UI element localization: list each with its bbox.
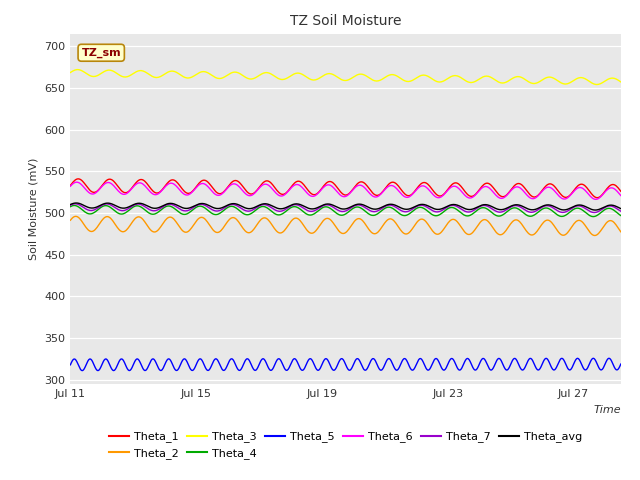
Theta_5 (209, 360, 217, 365)
Theta_6 (317, 188, 324, 194)
Title: TZ Soil Moisture: TZ Soil Moisture (290, 14, 401, 28)
Theta_7 (482, 203, 490, 208)
Theta_3 (482, 73, 490, 79)
Theta_7 (590, 210, 598, 216)
Theta_7 (435, 209, 443, 215)
Theta_3 (209, 73, 217, 79)
Theta_2 (165, 215, 173, 220)
Theta_6 (617, 192, 625, 198)
Theta_4 (67, 204, 74, 210)
Theta_3 (317, 75, 324, 81)
Legend: Theta_1, Theta_2, Theta_3, Theta_4, Theta_5, Theta_6, Theta_7, Theta_avg: Theta_1, Theta_2, Theta_3, Theta_4, Thet… (106, 428, 586, 462)
Theta_avg (317, 204, 324, 209)
Theta_avg (591, 207, 599, 213)
Theta_5 (435, 359, 443, 365)
Line: Theta_2: Theta_2 (70, 216, 621, 236)
Theta_avg (209, 204, 217, 210)
Theta_6 (482, 184, 490, 190)
Line: Theta_5: Theta_5 (70, 358, 621, 371)
Theta_2 (209, 227, 217, 232)
Theta_avg (435, 206, 443, 212)
Theta_1 (593, 195, 601, 201)
Theta_1 (67, 182, 74, 188)
Theta_7 (165, 201, 173, 207)
Theta_7 (617, 208, 625, 214)
Theta_1 (75, 176, 83, 182)
Theta_6 (67, 183, 74, 189)
Theta_3 (392, 72, 399, 78)
Theta_1 (482, 180, 490, 186)
Theta_2 (317, 222, 324, 228)
Theta_3 (165, 69, 173, 75)
Theta_1 (617, 188, 625, 194)
Line: Theta_4: Theta_4 (70, 205, 621, 216)
Theta_3 (67, 70, 74, 75)
Theta_avg (392, 203, 399, 208)
Theta_5 (67, 362, 74, 368)
Theta_2 (72, 214, 80, 219)
Theta_3 (617, 79, 625, 85)
Line: Theta_6: Theta_6 (70, 182, 621, 199)
Theta_5 (317, 365, 324, 371)
Line: Theta_1: Theta_1 (70, 179, 621, 198)
Theta_4 (435, 212, 443, 218)
Theta_6 (165, 181, 173, 187)
Theta_6 (592, 196, 600, 202)
Theta_6 (392, 185, 399, 191)
Theta_avg (72, 200, 80, 206)
Theta_2 (67, 217, 74, 223)
Y-axis label: Soil Moisture (mV): Soil Moisture (mV) (29, 157, 39, 260)
Theta_6 (209, 189, 217, 195)
Theta_2 (482, 217, 490, 223)
Line: Theta_avg: Theta_avg (70, 203, 621, 210)
Theta_6 (73, 180, 81, 185)
Theta_1 (165, 179, 173, 185)
Theta_4 (392, 208, 399, 214)
Theta_4 (70, 203, 78, 208)
Theta_5 (392, 367, 399, 372)
Theta_avg (67, 202, 74, 207)
Theta_3 (435, 79, 443, 85)
Text: Time: Time (593, 405, 621, 415)
Line: Theta_3: Theta_3 (70, 70, 621, 84)
Theta_2 (392, 220, 399, 226)
Theta_4 (165, 203, 173, 209)
Theta_4 (589, 214, 597, 219)
Theta_4 (209, 211, 217, 217)
Theta_2 (617, 229, 625, 235)
Theta_5 (605, 355, 612, 361)
Theta_7 (71, 201, 79, 207)
Theta_7 (209, 207, 217, 213)
Theta_1 (317, 187, 324, 193)
Theta_avg (617, 206, 625, 212)
Theta_6 (435, 195, 443, 201)
Theta_2 (591, 233, 599, 239)
Line: Theta_7: Theta_7 (70, 204, 621, 213)
Theta_5 (79, 368, 86, 373)
Theta_5 (165, 356, 173, 362)
Theta_7 (392, 204, 399, 210)
Theta_7 (67, 203, 74, 208)
Theta_4 (317, 206, 324, 212)
Text: TZ_sm: TZ_sm (81, 48, 121, 58)
Theta_5 (617, 361, 625, 367)
Theta_7 (317, 204, 324, 210)
Theta_5 (482, 358, 490, 364)
Theta_4 (482, 205, 490, 211)
Theta_4 (617, 213, 625, 218)
Theta_3 (74, 67, 81, 72)
Theta_avg (482, 202, 490, 207)
Theta_avg (165, 201, 173, 206)
Theta_1 (435, 193, 443, 199)
Theta_2 (435, 231, 443, 237)
Theta_3 (593, 82, 601, 87)
Theta_1 (392, 180, 399, 186)
Theta_1 (209, 185, 217, 191)
